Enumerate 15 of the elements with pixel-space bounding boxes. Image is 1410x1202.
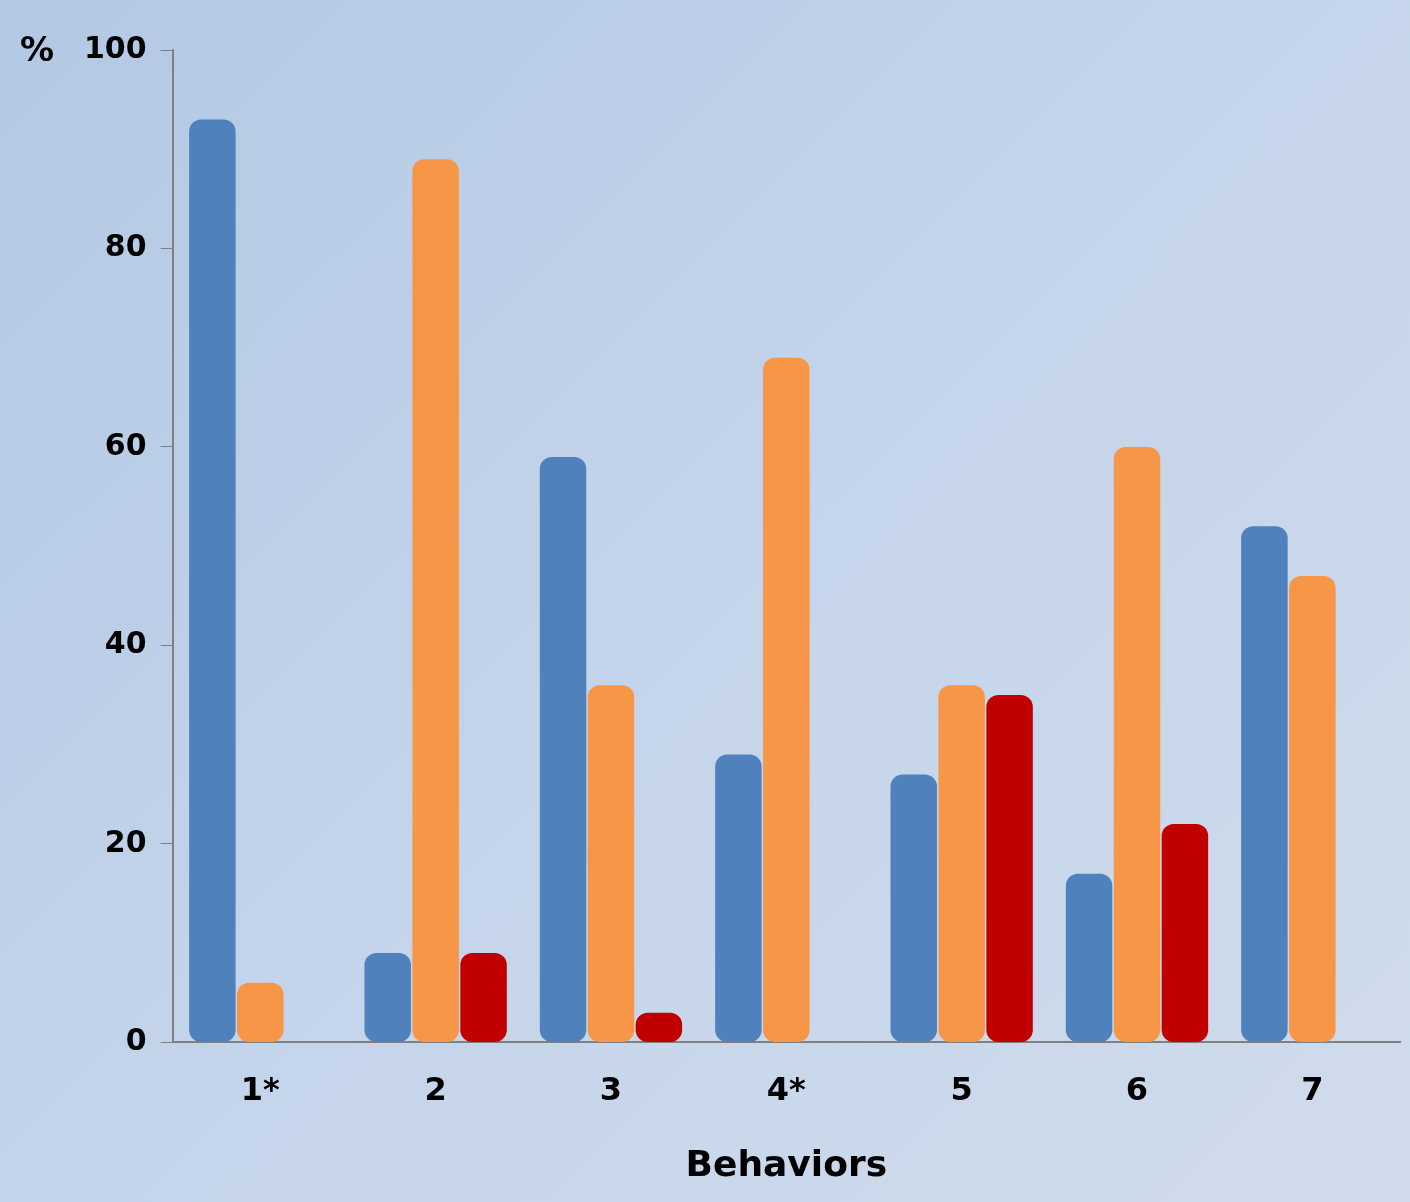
y-tick-label: 40 <box>104 625 147 661</box>
x-tick-label: 2 <box>424 1069 447 1108</box>
x-tick-label: 4* <box>766 1069 807 1108</box>
y-tick-label: 100 <box>84 29 147 65</box>
y-tick-label: 80 <box>104 228 147 264</box>
x-tick-label: 6 <box>1125 1069 1149 1108</box>
x-tick-label: 1* <box>240 1069 281 1108</box>
x-axis-title: Behaviors <box>685 1142 888 1184</box>
x-tick-label: 3 <box>599 1069 623 1108</box>
y-tick-label: 60 <box>104 426 147 462</box>
x-tick-label: 7 <box>1301 1069 1324 1108</box>
y-tick-label: 20 <box>104 823 147 859</box>
y-axis-title: % <box>20 28 55 69</box>
x-tick-label: 5 <box>950 1069 973 1108</box>
y-tick-label: 0 <box>125 1022 147 1058</box>
